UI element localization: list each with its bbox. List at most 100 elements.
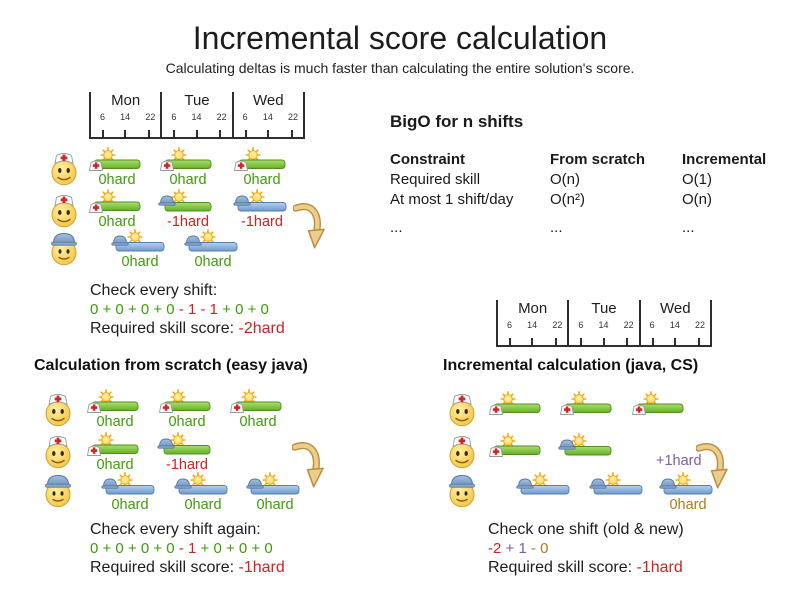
score-term: -2	[488, 540, 506, 557]
bigo-row: Required skill O(n) O(1)	[390, 171, 712, 188]
builder-face-icon	[446, 472, 478, 508]
nurse-cap-icon	[160, 160, 174, 171]
delta-score-label: +1hard	[656, 453, 702, 469]
shift-chip: 0hard	[87, 189, 147, 230]
bigo-header-row: Constraint From scratch Incremental	[390, 151, 767, 168]
check-label: Check every shift again:	[90, 521, 261, 538]
timeline-day-wed: Wed 6 14 22	[231, 92, 305, 137]
score-term: 0 + 0 + 0 + 0	[90, 540, 179, 557]
nurse-cap-icon	[89, 160, 103, 171]
shift-score-label: 0hard	[111, 497, 149, 513]
score-term: + 0 + 0 + 0	[200, 540, 273, 557]
bigo-row: ... ... ...	[390, 219, 695, 236]
shift-chip	[487, 433, 547, 459]
helmet-icon	[659, 478, 677, 489]
diagram-from-scratch: 0hard 0hard 0hard 0hard -1hard 0hard 0ha…	[30, 385, 360, 520]
shift-score-label: 0hard	[168, 414, 206, 430]
shift-score-label: 0hard	[256, 497, 294, 513]
score-term: 0 + 0 + 0 + 0	[90, 301, 179, 318]
required-skill-score: Required skill score: -1hard	[488, 559, 683, 576]
shift-chip	[515, 472, 575, 498]
score-value: -2hard	[238, 320, 285, 337]
score-summary-bottom-right: Check one shift (old & new) -2 + 1 - 0 R…	[488, 520, 684, 577]
helmet-icon	[516, 478, 534, 489]
nurse-cap-icon	[230, 402, 244, 413]
helmet-icon	[233, 195, 251, 206]
sun-icon	[249, 189, 265, 205]
shift-chip	[487, 391, 547, 417]
timeline-day-mon: Mon 6 14 22	[89, 92, 160, 137]
helmet-icon	[101, 478, 119, 489]
shift-score-label: 0hard	[239, 414, 277, 430]
shift-score-label: 0hard	[243, 172, 281, 188]
week-timeline-top: Mon 6 14 22 Tue 6 14 22 Wed 6 14 22	[89, 92, 305, 139]
shift-chip	[558, 433, 618, 459]
shift-chip: 0hard	[85, 432, 145, 473]
required-skill-score: Required skill score: -2hard	[90, 320, 285, 337]
week-timeline-bottom: Mon 6 14 22 Tue 6 14 22 Wed 6 14 22	[496, 300, 712, 347]
shift-chip: 0hard	[110, 229, 170, 270]
helmet-icon	[174, 478, 192, 489]
timeline-day-mon: Mon 6 14 22	[496, 300, 567, 345]
helmet-icon	[111, 235, 129, 246]
sun-icon	[127, 229, 143, 245]
shift-chip: 0hard	[228, 389, 288, 430]
score-calculation: -2 + 1 - 0	[488, 539, 684, 558]
shift-chip: 0hard	[173, 472, 233, 513]
shift-score-label: -1hard	[166, 457, 208, 473]
section-header-incremental: Incremental calculation (java, CS)	[443, 357, 699, 374]
section-header-from-scratch: Calculation from scratch (easy java)	[34, 357, 308, 374]
nurse-face-icon	[446, 433, 478, 469]
score-term: + 0 + 0	[222, 301, 269, 318]
shift-score-label: 0hard	[169, 172, 207, 188]
shift-chip: 0hard	[157, 389, 217, 430]
shift-bar	[564, 446, 612, 456]
helmet-icon	[589, 478, 607, 489]
nurse-cap-icon	[560, 404, 574, 415]
sun-icon	[170, 432, 186, 448]
check-label: Check one shift (old & new)	[488, 521, 684, 538]
nurse-cap-icon	[87, 402, 101, 413]
sun-icon	[571, 433, 587, 449]
shift-score-label: 0hard	[96, 414, 134, 430]
sun-icon	[532, 472, 548, 488]
score-calculation: 0 + 0 + 0 + 0 - 1 - 1 + 0 + 0	[90, 300, 285, 319]
nurse-face-icon	[48, 150, 80, 186]
builder-face-icon	[42, 472, 74, 508]
shift-bar	[164, 202, 212, 212]
check-label: Check every shift:	[90, 282, 218, 299]
nurse-face-icon	[446, 391, 478, 427]
sun-icon	[262, 472, 278, 488]
builder-face-icon	[48, 230, 80, 266]
shift-chip	[630, 391, 690, 417]
nurse-face-icon	[42, 433, 74, 469]
helmet-icon	[184, 235, 202, 246]
nurse-cap-icon	[234, 160, 248, 171]
shift-chip: 0hard	[658, 472, 718, 513]
nurse-cap-icon	[489, 404, 503, 415]
page-subtitle: Calculating deltas is much faster than c…	[165, 60, 635, 76]
sun-icon	[171, 189, 187, 205]
shift-score-label: 0hard	[184, 497, 222, 513]
shift-chip: -1hard	[158, 189, 218, 230]
shift-score-label: -1hard	[167, 214, 209, 230]
sun-icon	[190, 472, 206, 488]
nurse-cap-icon	[89, 202, 103, 213]
shift-score-label: 0hard	[96, 457, 134, 473]
shift-chip: 0hard	[245, 472, 305, 513]
shift-score-label: 0hard	[98, 214, 136, 230]
shift-score-label: 0hard	[121, 254, 159, 270]
shift-chip	[588, 472, 648, 498]
diagram-current-solution: 0hard 0hard 0hard 0hard -1hard -1hard 0h…	[40, 143, 360, 283]
score-term: + 1	[505, 540, 531, 557]
nurse-cap-icon	[159, 402, 173, 413]
move-arrow-icon	[293, 201, 325, 253]
sun-icon	[200, 229, 216, 245]
shift-chip: 0hard	[100, 472, 160, 513]
timeline-day-tue: Tue 6 14 22	[160, 92, 231, 137]
shift-chip: 0hard	[232, 147, 292, 188]
sun-icon	[605, 472, 621, 488]
timeline-day-wed: Wed 6 14 22	[638, 300, 712, 345]
nurse-cap-icon	[489, 446, 503, 457]
